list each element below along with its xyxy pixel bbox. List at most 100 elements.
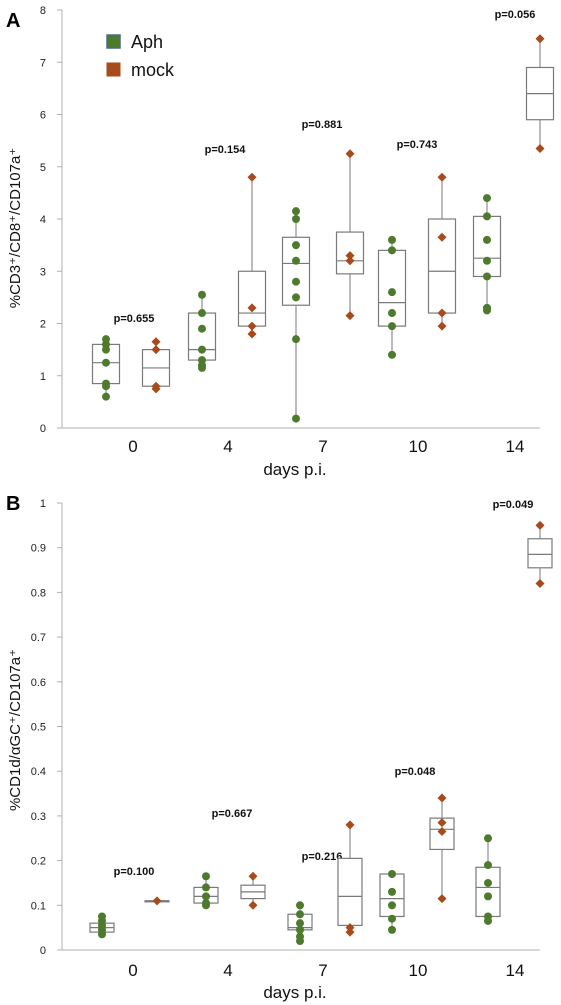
panel-a-y-tick-label: 2 (40, 319, 46, 331)
data-point (198, 290, 206, 299)
data-point (247, 172, 257, 182)
data-point (535, 578, 545, 588)
data-point (388, 870, 396, 879)
panel-b-y-tick-label: 1 (40, 498, 46, 510)
data-point (437, 232, 447, 242)
data-point (198, 345, 206, 354)
panel-b-x-tick-label: 10 (409, 961, 428, 980)
data-point (292, 215, 300, 223)
data-point (292, 256, 300, 265)
panel-b-box-mock-day-7 (337, 820, 363, 937)
data-point (388, 887, 396, 896)
panel-b-y-axis-label: %CD1d/αGC⁺/CD107a⁺ (7, 649, 24, 811)
data-point (296, 901, 304, 910)
panel-b-x-tick-label: 0 (128, 961, 137, 980)
data-point (247, 329, 257, 339)
panel-b-box-aph-day-10 (379, 870, 405, 934)
panel-a-x-axis-label: days p.i. (263, 460, 326, 479)
data-point (388, 914, 396, 923)
data-point (151, 381, 161, 391)
box (472, 215, 502, 278)
panel-b-y-tick-label: 0.8 (31, 587, 46, 599)
panel-a-label: A (6, 10, 20, 32)
panel-b-box-mock-day-14 (527, 520, 553, 588)
panel-a-p-value: p=0.655 (114, 313, 155, 325)
data-point (292, 414, 300, 423)
panel-a-box-mock-day-0 (141, 337, 171, 394)
panel-a-x-tick-label: 4 (223, 437, 232, 456)
panel-b-y-tick-label: 0.5 (31, 722, 46, 734)
panel-b-box-mock-day-4 (240, 871, 266, 910)
data-point (484, 912, 492, 921)
data-point (484, 892, 492, 901)
legend-mock-label: mock (131, 60, 175, 80)
panel-a-y-tick-label: 5 (40, 162, 46, 174)
data-point (102, 335, 110, 344)
data-point (292, 241, 300, 250)
legend-aph-swatch (106, 34, 121, 49)
data-point (248, 871, 258, 881)
data-point (484, 834, 492, 843)
data-point (483, 235, 491, 244)
panel-a-y-tick-label: 1 (40, 371, 46, 383)
data-point (484, 878, 492, 887)
panel-a-x-tick-label: 14 (506, 437, 525, 456)
data-point (198, 324, 206, 333)
panel-b-p-value: p=0.667 (212, 808, 253, 820)
data-point (202, 872, 210, 881)
panel-a-p-value: p=0.881 (302, 119, 343, 131)
panel-a-plot: 0 1 2 3 4 5 6 7 8 0 p=0.655 4 p=0.154 7 p=0.881 10 p=0.7… (40, 5, 555, 456)
data-point (483, 194, 491, 203)
data-point (202, 883, 210, 892)
panel-b-label: B (6, 493, 20, 515)
data-point (98, 912, 106, 921)
panel-a-box-aph-day-0 (91, 335, 121, 401)
panel-b-box-aph-day-4 (193, 872, 219, 910)
panel-b-p-value: p=0.048 (395, 766, 436, 778)
panel-a-x-tick-label: 0 (128, 437, 137, 456)
panel-a-y-tick-label: 7 (40, 57, 46, 69)
data-point (484, 861, 492, 870)
data-point (535, 520, 545, 530)
panel-a-box-mock-day-14 (525, 34, 555, 153)
panel-b-box-aph-day-0 (89, 912, 115, 939)
panel-a-y-tick-label: 0 (40, 423, 46, 435)
data-point (437, 172, 447, 182)
data-point (292, 293, 300, 302)
data-point (437, 793, 447, 803)
panel-a-y-tick-label: 6 (40, 110, 46, 122)
panel-b-y-tick-label: 0.7 (31, 632, 46, 644)
panel-a-box-aph-day-7 (281, 207, 311, 423)
panel-a-y-axis-label: %CD3⁺/CD8⁺/CD107a⁺ (7, 148, 24, 308)
data-point (437, 818, 447, 828)
data-point (388, 350, 396, 359)
panel-b-p-value: p=0.100 (114, 866, 155, 878)
box (527, 538, 553, 569)
data-point (483, 212, 491, 221)
data-point (292, 207, 300, 216)
panel-b-x-tick-label: 14 (506, 961, 525, 980)
data-point (437, 827, 447, 837)
data-point (292, 335, 300, 344)
data-point (247, 303, 257, 313)
data-point (202, 892, 210, 901)
panel-b-box-mock-day-0 (144, 896, 170, 906)
data-point (296, 919, 304, 928)
data-point (151, 337, 161, 347)
panel-a-box-aph-day-14 (472, 194, 502, 315)
panel-b-p-value: p=0.049 (493, 499, 534, 511)
panel-b-y-tick-label: 0 (40, 945, 46, 957)
panel-a-box-mock-day-7 (335, 149, 365, 321)
panel-a-p-value: p=0.154 (205, 144, 247, 156)
panel-b-p-value: p=0.216 (302, 851, 343, 863)
data-point (535, 143, 545, 153)
data-point (345, 820, 355, 830)
panel-b-box-aph-day-14 (475, 834, 501, 925)
data-point (388, 925, 396, 934)
data-point (296, 925, 304, 934)
data-point (247, 321, 257, 331)
data-point (248, 900, 258, 910)
legend-mock-swatch (106, 62, 121, 77)
panel-b-box-aph-day-7 (287, 901, 313, 946)
panel-a-p-value: p=0.743 (397, 139, 438, 151)
